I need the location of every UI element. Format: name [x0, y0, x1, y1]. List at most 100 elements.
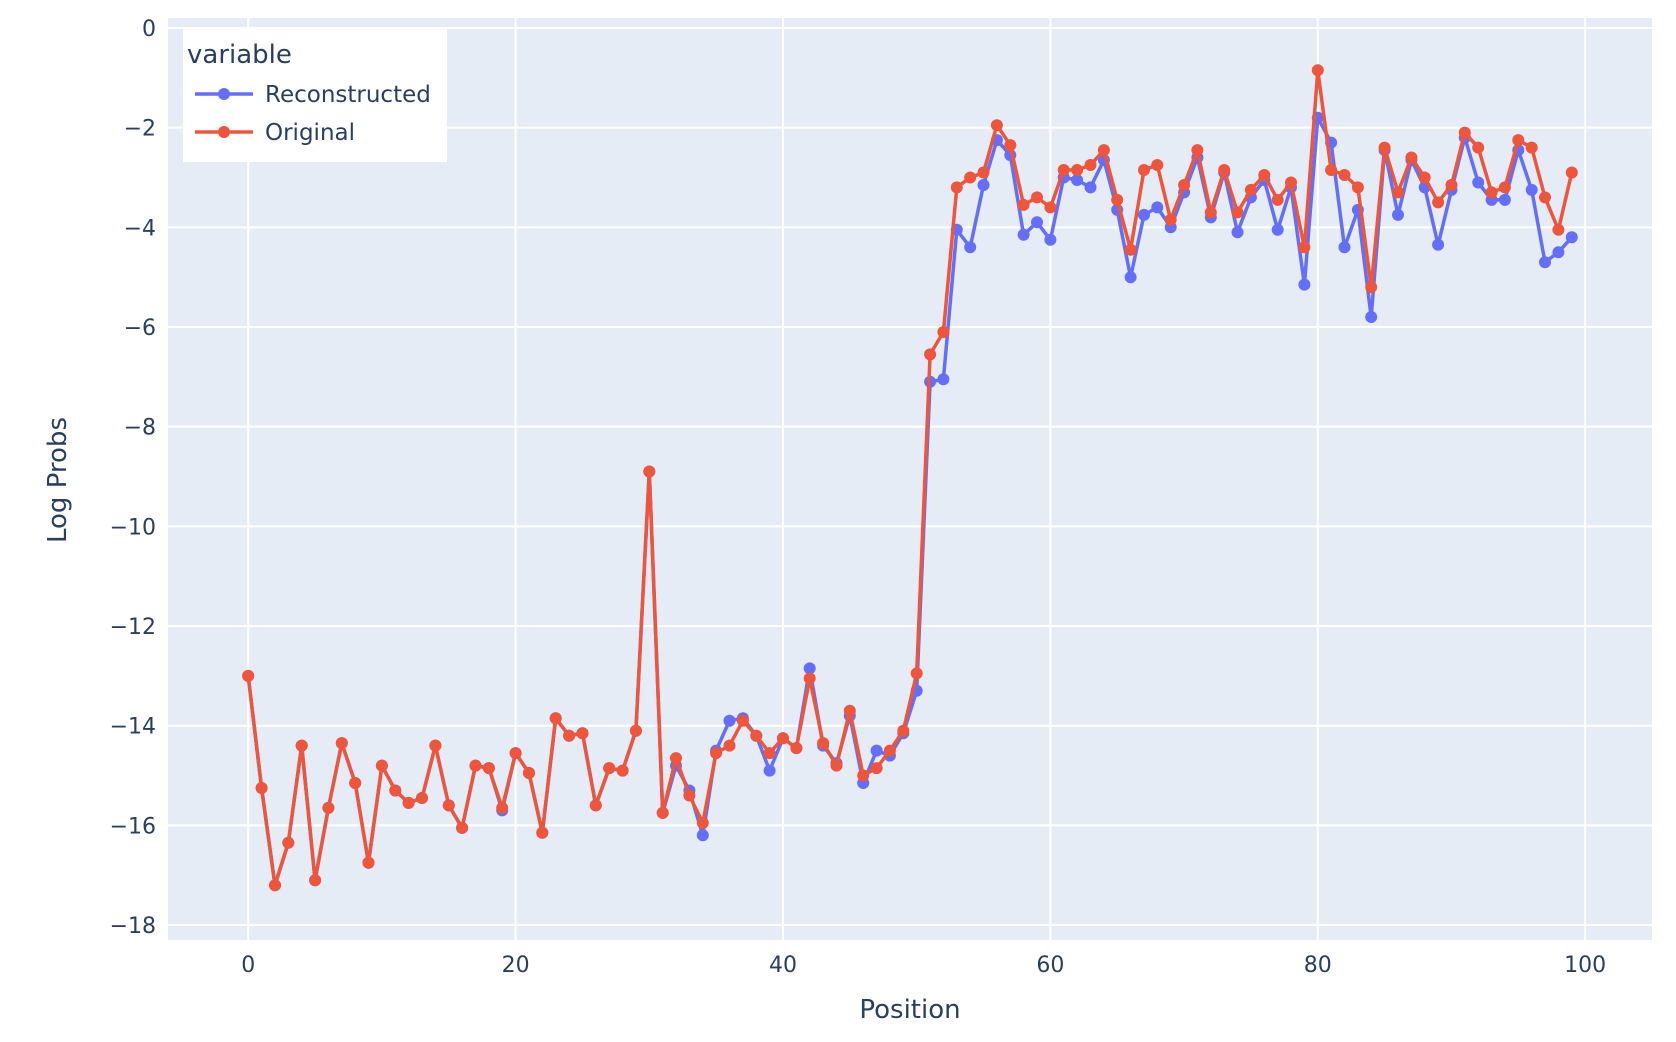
data-point-original [375, 759, 388, 772]
legend-label: Reconstructed [265, 82, 431, 108]
data-point-original [857, 769, 870, 782]
data-point-original [750, 729, 763, 742]
data-point-original [1552, 223, 1565, 236]
data-point-original [1044, 201, 1057, 214]
data-point-original [977, 166, 990, 179]
data-point-original [790, 742, 803, 755]
data-point-original [1138, 164, 1150, 176]
data-point-original [1057, 164, 1070, 176]
data-point-reconstructed [723, 714, 736, 727]
data-point-original [897, 724, 910, 737]
data-point-original [643, 465, 656, 478]
data-point-reconstructed [964, 241, 977, 254]
data-point-original [456, 821, 469, 834]
data-point-original [429, 739, 442, 752]
data-point-original [1071, 164, 1084, 176]
data-point-reconstructed [1565, 231, 1578, 244]
data-point-original [830, 759, 843, 772]
data-point-original [589, 799, 602, 812]
data-point-original [416, 792, 428, 804]
data-point-reconstructed [1539, 256, 1551, 269]
data-point-reconstructed [1031, 216, 1043, 229]
data-point-original [1405, 151, 1418, 164]
data-point-original [656, 806, 669, 819]
data-point-reconstructed [1084, 181, 1097, 194]
data-point-reconstructed [1017, 228, 1030, 241]
data-point-original [1565, 166, 1578, 179]
data-point-original [1325, 164, 1338, 176]
data-point-original [402, 796, 415, 809]
y-tick-label: −4 [124, 216, 156, 241]
data-point-original [1151, 159, 1164, 171]
data-point-reconstructed [977, 179, 990, 191]
x-tick-label: 40 [769, 953, 797, 978]
legend-title: variable [187, 40, 292, 70]
data-point-reconstructed [1231, 226, 1244, 239]
data-point-original [1378, 141, 1391, 154]
series-lines [242, 64, 1578, 892]
data-point-original [255, 782, 268, 794]
data-point-reconstructed [763, 764, 776, 777]
data-point-original [603, 762, 616, 775]
data-point-original [710, 747, 723, 760]
x-tick-label: 80 [1304, 953, 1332, 978]
y-tick-label: −6 [124, 316, 156, 341]
data-point-original [322, 801, 335, 814]
legend-item-reconstructed[interactable]: Reconstructed [195, 82, 431, 108]
data-point-reconstructed [1552, 246, 1565, 259]
data-point-original [870, 762, 883, 775]
legend-item-original[interactable]: Original [195, 120, 355, 146]
data-point-original [736, 714, 749, 727]
data-point-original [1418, 171, 1431, 184]
data-point-original [523, 767, 535, 779]
data-point-original [349, 777, 362, 789]
data-point-original [482, 762, 495, 775]
data-point-original [1258, 169, 1271, 181]
data-point-original [1498, 181, 1511, 194]
data-point-original [496, 801, 509, 814]
data-point-original [335, 737, 348, 750]
data-point-original [1392, 186, 1404, 199]
data-point-original [536, 826, 549, 839]
data-point-reconstructed [696, 829, 709, 842]
data-point-reconstructed [1044, 233, 1057, 246]
data-point-original [777, 732, 789, 745]
data-point-original [1111, 193, 1124, 206]
x-tick-label: 60 [1036, 953, 1064, 978]
data-point-original [469, 759, 482, 772]
data-point-original [1204, 206, 1217, 219]
data-point-reconstructed [1472, 176, 1485, 189]
data-point-original [950, 181, 963, 194]
data-point-original [1031, 191, 1043, 204]
data-point-original [763, 747, 776, 760]
data-point-reconstructed [1432, 238, 1445, 251]
data-point-original [616, 764, 629, 777]
data-point-original [1365, 281, 1378, 294]
data-point-original [723, 739, 736, 752]
data-point-reconstructed [803, 662, 816, 675]
data-point-original [1218, 164, 1231, 176]
legend-marker-swatch [218, 88, 230, 100]
data-point-original [670, 752, 682, 765]
series-line-original [246, 68, 1574, 887]
data-point-original [924, 348, 937, 361]
data-point-original [1458, 126, 1471, 139]
data-point-original [1351, 181, 1364, 194]
data-point-reconstructed [1498, 193, 1511, 206]
data-point-original [937, 326, 950, 338]
data-point-original [1525, 141, 1538, 154]
data-point-reconstructed [1298, 278, 1311, 291]
data-point-reconstructed [1138, 208, 1150, 221]
data-point-original [1124, 243, 1137, 256]
y-tick-label: −8 [124, 416, 156, 441]
data-point-original [1017, 198, 1030, 211]
axis-tick-labels: 0 20 40 60 80 100 0 −2 −4 −6 −8 −10 −12 −14 −16 −18 [110, 17, 1607, 978]
legend: variable Reconstructed Original [183, 28, 447, 162]
data-point-original [1191, 144, 1204, 157]
legend-marker-swatch [218, 126, 230, 138]
data-point-original [269, 879, 281, 892]
series-original [242, 64, 1578, 892]
data-point-reconstructed [1338, 241, 1351, 254]
